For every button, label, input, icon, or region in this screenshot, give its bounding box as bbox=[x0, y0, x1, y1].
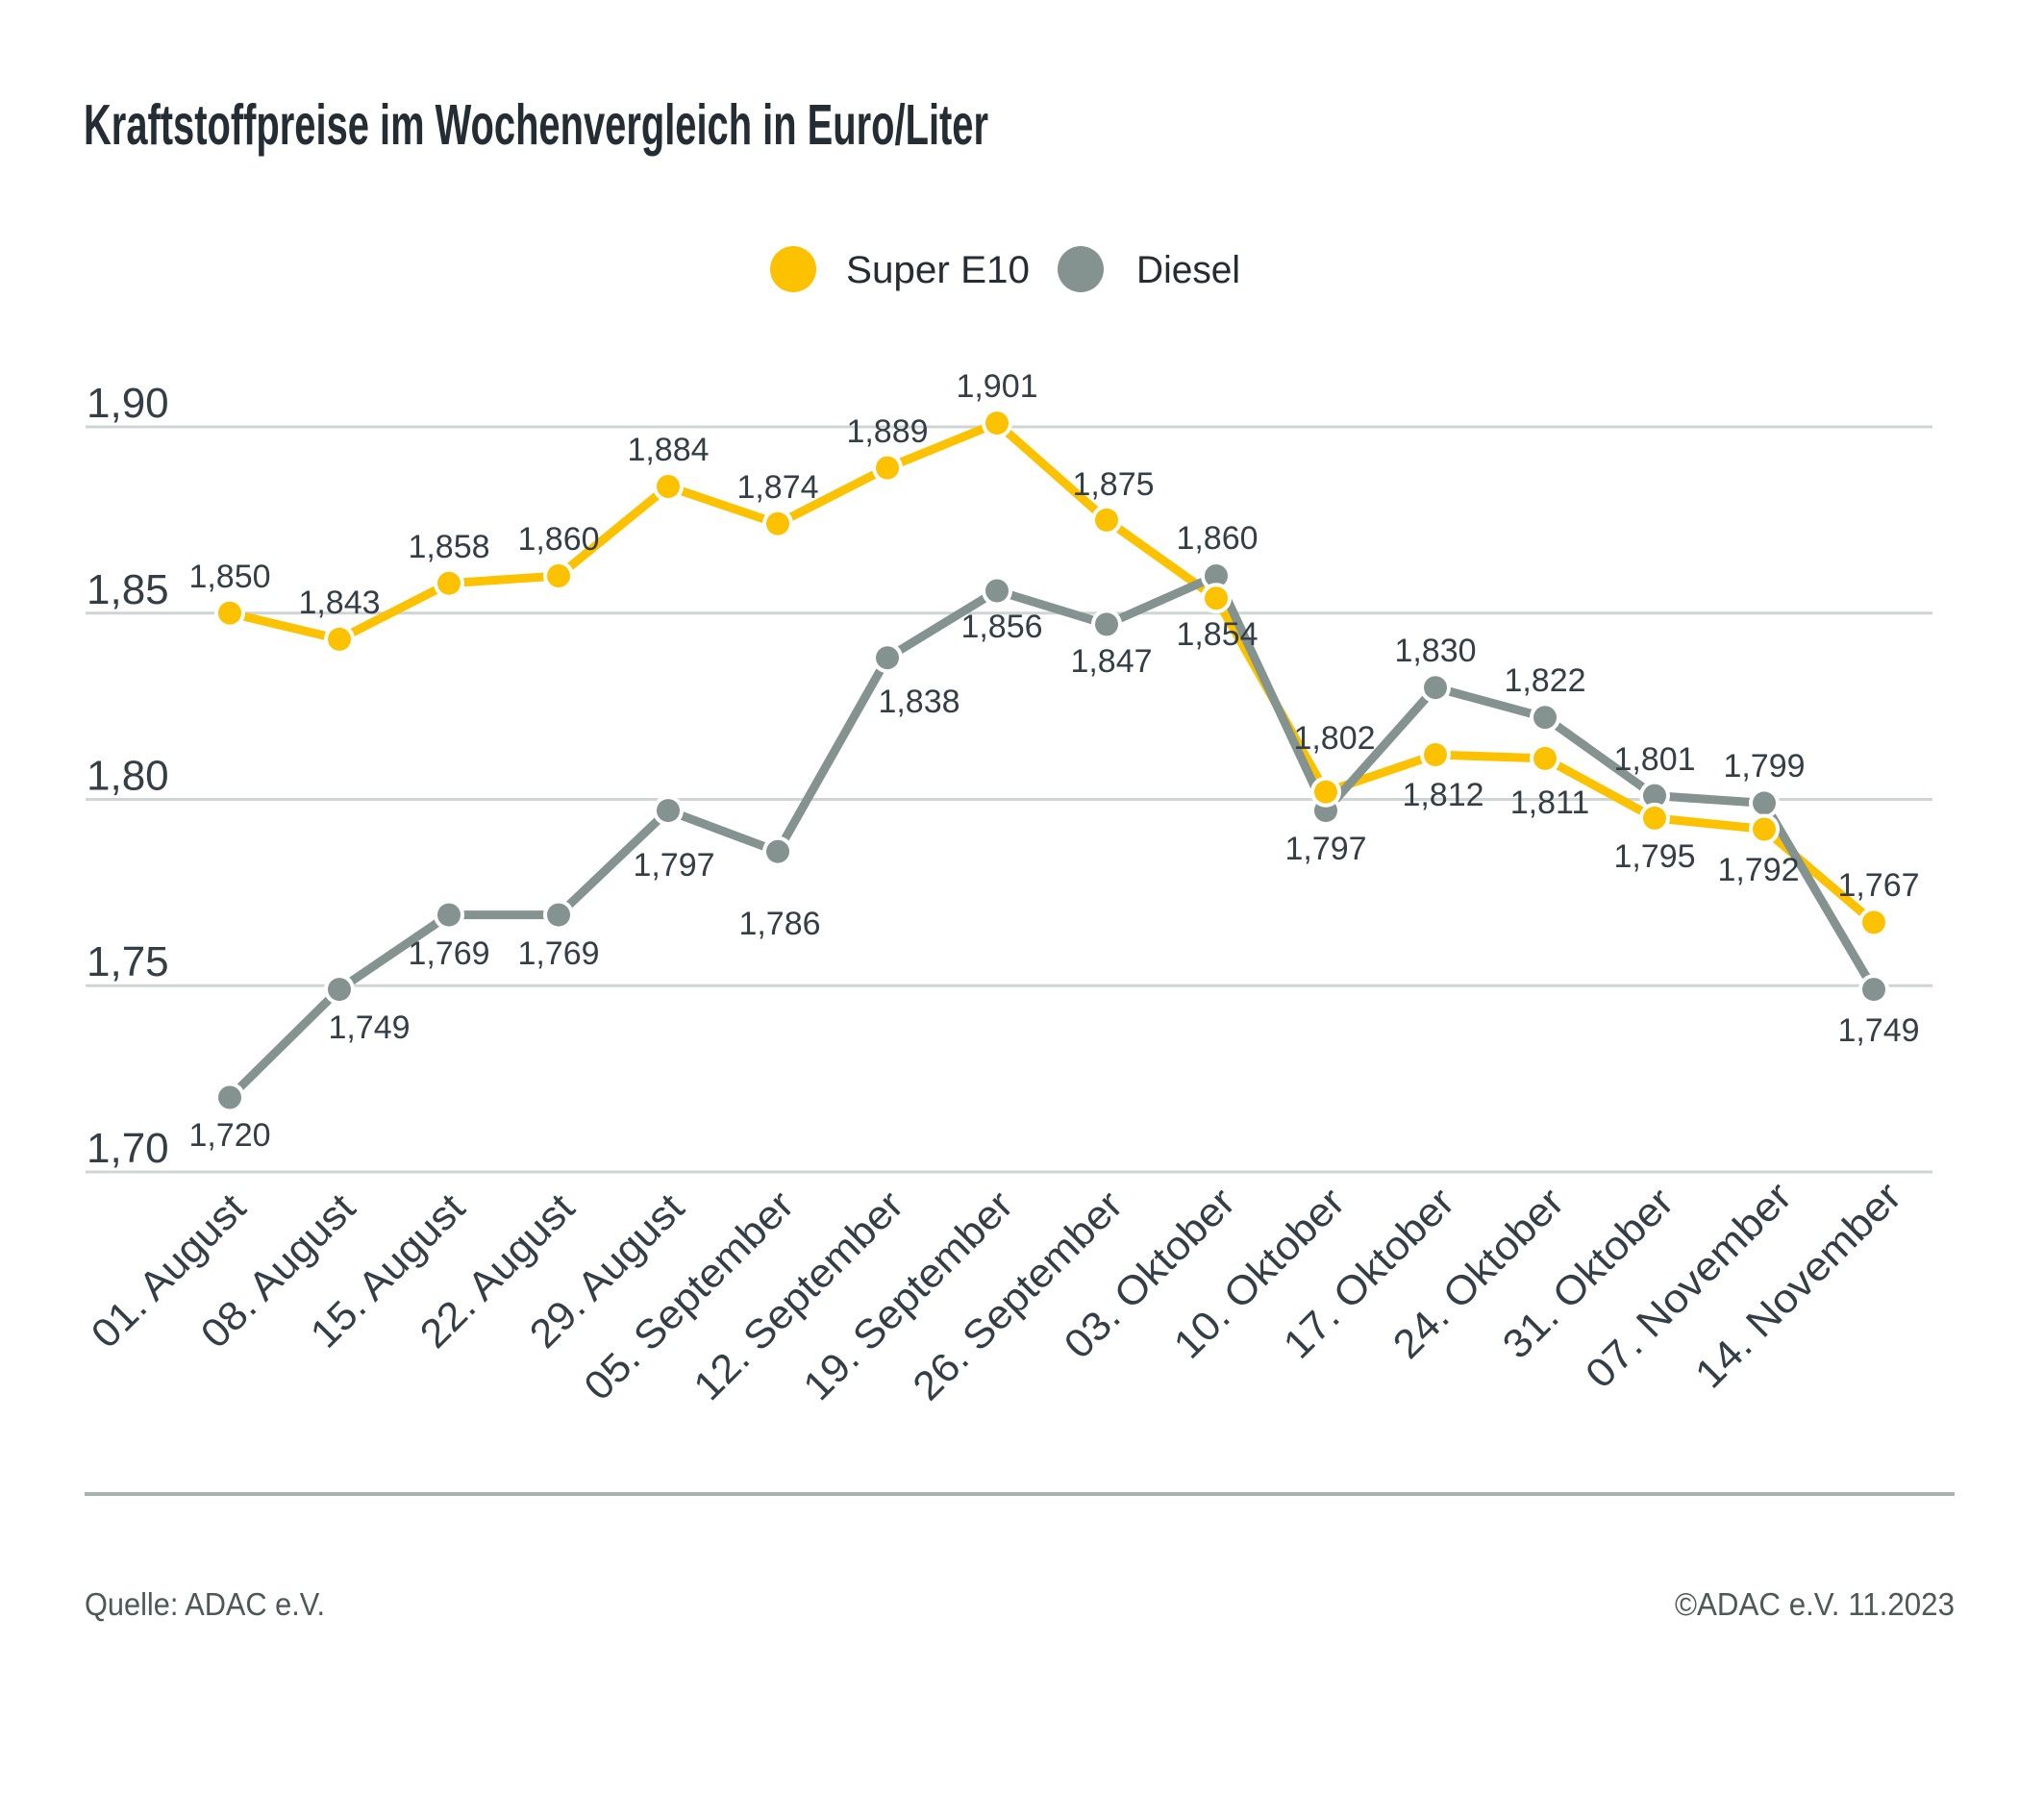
svg-text:1,830: 1,830 bbox=[1394, 633, 1476, 669]
svg-text:1,75: 1,75 bbox=[87, 938, 169, 985]
svg-text:1,85: 1,85 bbox=[87, 566, 169, 613]
svg-text:1,838: 1,838 bbox=[878, 684, 960, 720]
svg-text:1,812: 1,812 bbox=[1402, 777, 1483, 813]
svg-text:1,802: 1,802 bbox=[1293, 720, 1375, 757]
svg-text:1,801: 1,801 bbox=[1613, 741, 1695, 778]
svg-text:1,847: 1,847 bbox=[1070, 643, 1152, 680]
svg-text:1,769: 1,769 bbox=[517, 935, 599, 972]
svg-text:1,860: 1,860 bbox=[517, 521, 599, 558]
svg-text:1,856: 1,856 bbox=[960, 609, 1042, 645]
svg-text:1,769: 1,769 bbox=[408, 935, 489, 972]
svg-text:1,884: 1,884 bbox=[627, 432, 709, 468]
svg-text:1,749: 1,749 bbox=[328, 1009, 410, 1046]
svg-text:Quelle: ADAC e.V.: Quelle: ADAC e.V. bbox=[85, 1586, 325, 1622]
svg-text:1,797: 1,797 bbox=[633, 847, 714, 884]
svg-text:1,875: 1,875 bbox=[1072, 466, 1154, 503]
svg-text:1,720: 1,720 bbox=[188, 1117, 270, 1154]
svg-text:1,901: 1,901 bbox=[956, 368, 1037, 405]
svg-text:1,797: 1,797 bbox=[1284, 831, 1366, 867]
svg-text:1,767: 1,767 bbox=[1837, 867, 1919, 904]
svg-text:1,90: 1,90 bbox=[87, 380, 169, 427]
svg-text:1,795: 1,795 bbox=[1613, 838, 1695, 875]
svg-text:1,874: 1,874 bbox=[736, 469, 818, 506]
svg-text:©ADAC e.V. 11.2023: ©ADAC e.V. 11.2023 bbox=[1675, 1586, 1955, 1622]
svg-text:1,786: 1,786 bbox=[738, 906, 820, 942]
svg-text:1,80: 1,80 bbox=[87, 753, 169, 800]
svg-text:1,792: 1,792 bbox=[1717, 852, 1799, 888]
svg-text:1,799: 1,799 bbox=[1723, 748, 1805, 784]
svg-text:1,749: 1,749 bbox=[1837, 1012, 1919, 1049]
svg-text:1,843: 1,843 bbox=[298, 585, 380, 621]
svg-text:Kraftstoffpreise im Wochenverg: Kraftstoffpreise im Wochenvergleich in E… bbox=[84, 93, 988, 157]
svg-text:1,858: 1,858 bbox=[408, 529, 489, 565]
svg-text:1,854: 1,854 bbox=[1176, 616, 1258, 653]
svg-text:1,889: 1,889 bbox=[846, 413, 928, 450]
svg-text:1,850: 1,850 bbox=[188, 559, 270, 595]
svg-text:1,822: 1,822 bbox=[1504, 662, 1585, 699]
svg-text:1,70: 1,70 bbox=[87, 1125, 169, 1172]
svg-text:1,860: 1,860 bbox=[1176, 520, 1258, 557]
svg-text:1,811: 1,811 bbox=[1510, 784, 1590, 821]
svg-text:Diesel: Diesel bbox=[1136, 249, 1240, 291]
svg-text:Super E10: Super E10 bbox=[846, 249, 1030, 291]
